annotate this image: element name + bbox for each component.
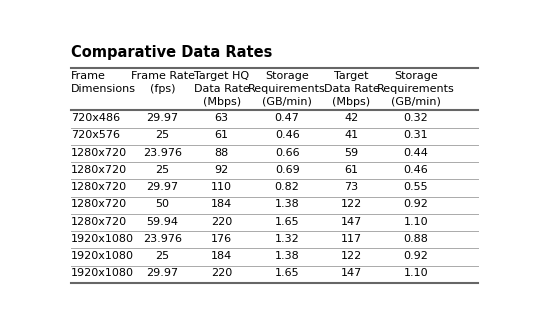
Text: 61: 61 [345,165,359,175]
Text: 1920x1080: 1920x1080 [71,268,134,278]
Text: 1.32: 1.32 [275,234,300,244]
Text: 61: 61 [215,131,229,141]
Text: 1.10: 1.10 [404,268,428,278]
Text: Comparative Data Rates: Comparative Data Rates [71,44,272,59]
Text: Storage
Requirements
(GB/min): Storage Requirements (GB/min) [248,71,326,107]
Text: 88: 88 [214,148,229,158]
Text: Frame Rate
(fps): Frame Rate (fps) [131,71,195,94]
Text: 1920x1080: 1920x1080 [71,234,134,244]
Text: 184: 184 [211,251,233,261]
Text: 29.97: 29.97 [146,113,178,123]
Text: 147: 147 [341,268,362,278]
Text: 23.976: 23.976 [143,234,182,244]
Text: 0.55: 0.55 [404,182,428,192]
Text: 1280x720: 1280x720 [71,199,127,209]
Text: 0.32: 0.32 [404,113,428,123]
Text: 1280x720: 1280x720 [71,217,127,227]
Text: 220: 220 [211,268,233,278]
Text: 117: 117 [341,234,362,244]
Text: 720x486: 720x486 [71,113,120,123]
Text: 92: 92 [214,165,229,175]
Text: 25: 25 [155,165,169,175]
Text: 1280x720: 1280x720 [71,165,127,175]
Text: 184: 184 [211,199,233,209]
Text: 1.65: 1.65 [275,268,300,278]
Text: Frame
Dimensions: Frame Dimensions [71,71,136,94]
Text: 73: 73 [345,182,359,192]
Text: Target
Data Rate
(Mbps): Target Data Rate (Mbps) [324,71,379,107]
Text: 1280x720: 1280x720 [71,182,127,192]
Text: 63: 63 [215,113,229,123]
Text: 720x576: 720x576 [71,131,120,141]
Text: 1.65: 1.65 [275,217,300,227]
Text: 1.10: 1.10 [404,217,428,227]
Text: 0.46: 0.46 [275,131,300,141]
Text: 0.44: 0.44 [404,148,428,158]
Text: 0.82: 0.82 [275,182,300,192]
Text: 220: 220 [211,217,233,227]
Text: 0.69: 0.69 [275,165,300,175]
Text: 0.46: 0.46 [404,165,428,175]
Text: 1.38: 1.38 [275,251,300,261]
Text: 25: 25 [155,251,169,261]
Text: Storage
Requirements
(GB/min): Storage Requirements (GB/min) [377,71,455,107]
Text: 0.92: 0.92 [404,251,428,261]
Text: 0.31: 0.31 [404,131,428,141]
Text: 122: 122 [341,251,362,261]
Text: 59.94: 59.94 [146,217,178,227]
Text: Target HQ
Data Rate
(Mbps): Target HQ Data Rate (Mbps) [194,71,250,107]
Text: 122: 122 [341,199,362,209]
Text: 0.88: 0.88 [404,234,428,244]
Text: 42: 42 [345,113,359,123]
Text: 0.66: 0.66 [275,148,300,158]
Text: 176: 176 [211,234,232,244]
Text: 0.92: 0.92 [404,199,428,209]
Text: 25: 25 [155,131,169,141]
Text: 29.97: 29.97 [146,182,178,192]
Text: 1280x720: 1280x720 [71,148,127,158]
Text: 1.38: 1.38 [275,199,300,209]
Text: 59: 59 [345,148,359,158]
Text: 23.976: 23.976 [143,148,182,158]
Text: 1920x1080: 1920x1080 [71,251,134,261]
Text: 0.47: 0.47 [275,113,300,123]
Text: 50: 50 [155,199,169,209]
Text: 147: 147 [341,217,362,227]
Text: 110: 110 [211,182,232,192]
Text: 29.97: 29.97 [146,268,178,278]
Text: 41: 41 [345,131,359,141]
